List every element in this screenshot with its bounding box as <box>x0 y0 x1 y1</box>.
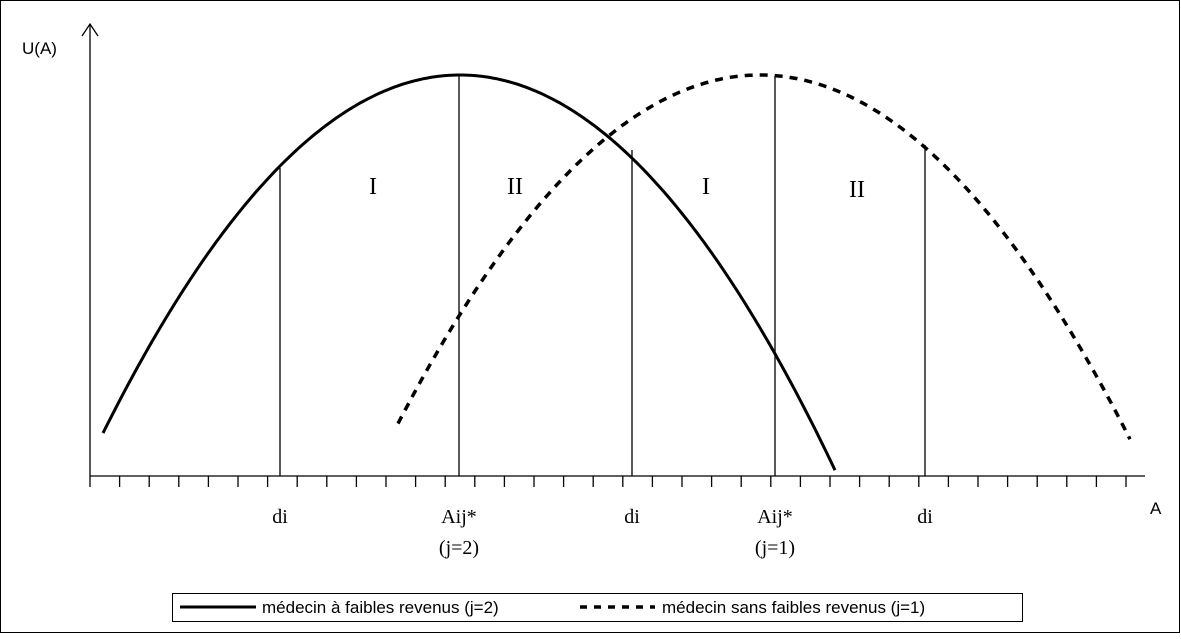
region-label: II <box>849 177 865 203</box>
ticks <box>89 476 1127 487</box>
y-label: U(A) <box>22 39 57 58</box>
region-label: I <box>369 174 377 200</box>
region-label: I <box>702 174 710 200</box>
legend-entry: médecin sans faibles revenus (j=1) <box>662 598 925 617</box>
marker-sub: (j=1) <box>755 537 795 559</box>
curve-j1 <box>396 73 1132 440</box>
legend-box <box>172 593 1023 622</box>
marker-label: Aij* <box>441 506 477 528</box>
marker-label: Aij* <box>757 506 793 528</box>
legend-entry: médecin à faibles revenus (j=2) <box>262 598 499 617</box>
region-label: II <box>507 174 523 200</box>
curve-j2 <box>101 73 837 471</box>
marker-label: di <box>272 506 288 528</box>
y-arrow <box>81 22 99 37</box>
marker-sub: (j=2) <box>439 537 479 559</box>
x-label: A <box>1150 499 1162 518</box>
marker-label: di <box>917 506 933 528</box>
marker-label: di <box>624 506 640 528</box>
